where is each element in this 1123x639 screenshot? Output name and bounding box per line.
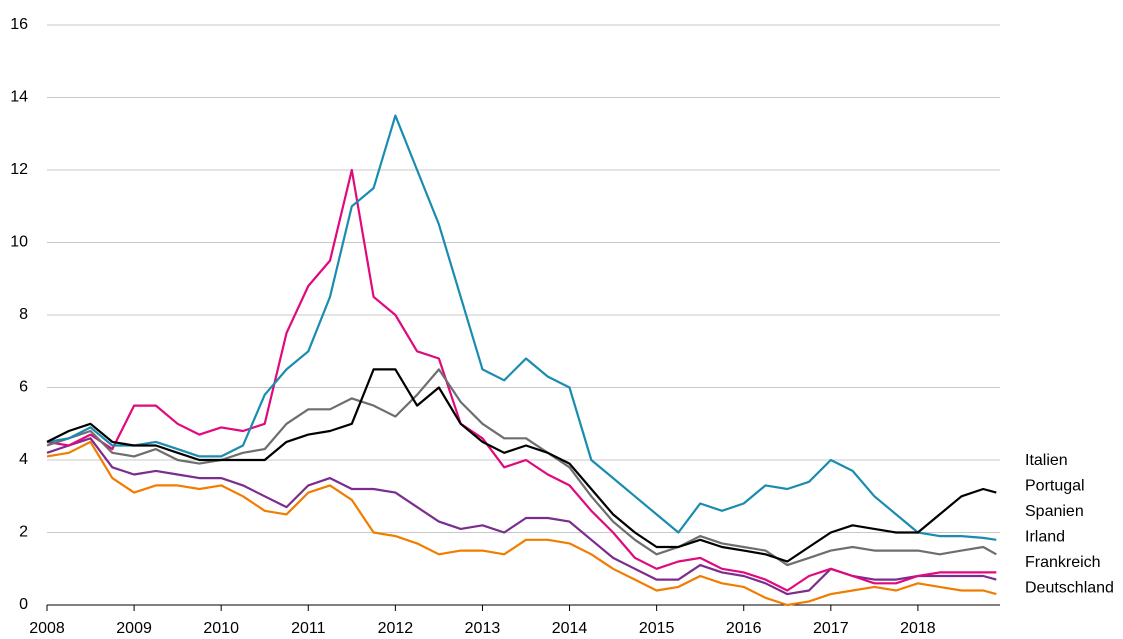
legend-entry: Frankreich bbox=[1025, 554, 1101, 571]
x-tick-label: 2013 bbox=[465, 620, 501, 637]
legend-entry: Irland bbox=[1025, 529, 1065, 546]
legend-entry: Italien bbox=[1025, 452, 1068, 469]
legend-entry: Deutschland bbox=[1025, 580, 1114, 597]
x-tick-label: 2010 bbox=[203, 620, 239, 637]
line-series bbox=[46, 440, 997, 607]
x-tick-label: 2016 bbox=[726, 620, 762, 637]
y-tick-label: 6 bbox=[19, 379, 28, 396]
x-tick-label: 2011 bbox=[291, 620, 326, 637]
line-series bbox=[46, 114, 997, 541]
legend-entry: Spanien bbox=[1025, 503, 1084, 520]
x-tick-label: 2008 bbox=[29, 620, 65, 637]
x-tick-label: 2014 bbox=[552, 620, 588, 637]
x-tick-label: 2012 bbox=[378, 620, 414, 637]
legend-entry: Portugal bbox=[1025, 478, 1085, 495]
y-tick-label: 2 bbox=[19, 524, 28, 541]
line-series bbox=[46, 168, 997, 592]
y-tick-label: 8 bbox=[19, 306, 28, 323]
y-tick-label: 14 bbox=[10, 89, 28, 106]
x-tick-label: 2009 bbox=[116, 620, 152, 637]
x-tick-label: 2018 bbox=[900, 620, 936, 637]
line-series bbox=[46, 368, 997, 567]
y-tick-label: 0 bbox=[19, 596, 28, 613]
y-tick-label: 12 bbox=[10, 161, 28, 178]
y-tick-label: 16 bbox=[10, 16, 28, 33]
y-tick-label: 4 bbox=[19, 451, 28, 468]
x-tick-label: 2015 bbox=[639, 620, 675, 637]
y-tick-label: 10 bbox=[10, 234, 28, 251]
x-tick-label: 2017 bbox=[813, 620, 849, 637]
line-series bbox=[46, 368, 997, 563]
